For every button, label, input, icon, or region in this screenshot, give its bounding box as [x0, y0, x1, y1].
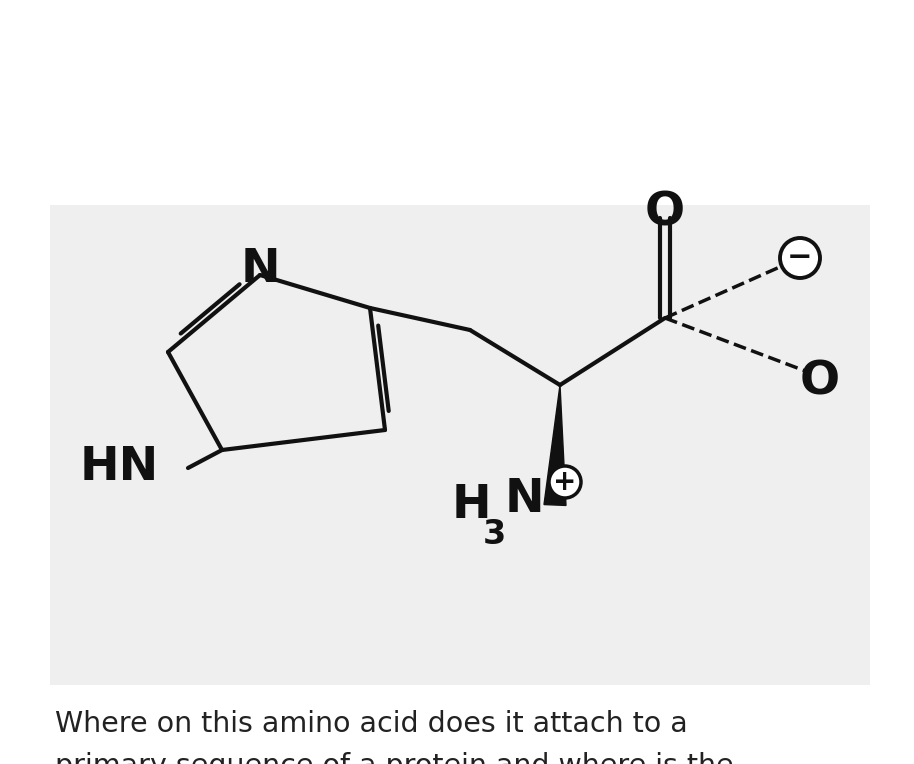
Polygon shape	[544, 385, 566, 506]
Circle shape	[549, 466, 581, 498]
Circle shape	[780, 238, 820, 278]
Text: 3: 3	[483, 518, 506, 551]
Text: N: N	[240, 248, 280, 293]
Bar	[50, 205, 870, 685]
Text: Where on this amino acid does it attach to a
primary sequence of a protein and w: Where on this amino acid does it attach …	[55, 710, 734, 764]
Text: +: +	[553, 468, 577, 496]
Text: −: −	[787, 244, 813, 273]
Text: O: O	[645, 190, 686, 235]
Text: O: O	[800, 360, 840, 404]
Text: HN: HN	[80, 445, 159, 490]
Text: N: N	[505, 478, 545, 523]
Text: H: H	[452, 483, 492, 527]
